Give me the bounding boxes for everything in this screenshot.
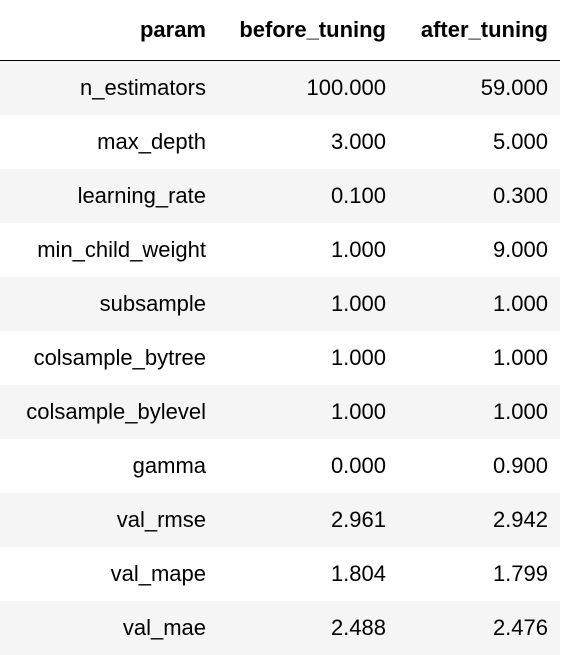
table-row: val_rmse 2.961 2.942 (0, 493, 560, 547)
param-cell: val_mae (0, 601, 218, 655)
after-tuning-cell: 1.000 (398, 277, 560, 331)
header-row: param before_tuning after_tuning (0, 0, 560, 61)
after-tuning-cell: 59.000 (398, 61, 560, 116)
column-header-after-tuning: after_tuning (398, 0, 560, 61)
param-cell: min_child_weight (0, 223, 218, 277)
table-row: min_child_weight 1.000 9.000 (0, 223, 560, 277)
table-row: colsample_bylevel 1.000 1.000 (0, 385, 560, 439)
before-tuning-cell: 100.000 (218, 61, 398, 116)
param-cell: val_rmse (0, 493, 218, 547)
before-tuning-cell: 0.100 (218, 169, 398, 223)
param-cell: gamma (0, 439, 218, 493)
param-cell: learning_rate (0, 169, 218, 223)
after-tuning-cell: 5.000 (398, 115, 560, 169)
after-tuning-cell: 0.900 (398, 439, 560, 493)
table-row: max_depth 3.000 5.000 (0, 115, 560, 169)
after-tuning-cell: 1.799 (398, 547, 560, 601)
before-tuning-cell: 2.488 (218, 601, 398, 655)
param-cell: colsample_bylevel (0, 385, 218, 439)
before-tuning-cell: 1.000 (218, 277, 398, 331)
after-tuning-cell: 1.000 (398, 331, 560, 385)
before-tuning-cell: 1.000 (218, 385, 398, 439)
before-tuning-cell: 0.000 (218, 439, 398, 493)
before-tuning-cell: 2.961 (218, 493, 398, 547)
after-tuning-cell: 9.000 (398, 223, 560, 277)
table-row: subsample 1.000 1.000 (0, 277, 560, 331)
param-cell: subsample (0, 277, 218, 331)
table-row: gamma 0.000 0.900 (0, 439, 560, 493)
table-row: learning_rate 0.100 0.300 (0, 169, 560, 223)
param-cell: val_mape (0, 547, 218, 601)
before-tuning-cell: 1.000 (218, 331, 398, 385)
table-row: val_mae 2.488 2.476 (0, 601, 560, 655)
after-tuning-cell: 2.942 (398, 493, 560, 547)
column-header-before-tuning: before_tuning (218, 0, 398, 61)
table-header: param before_tuning after_tuning (0, 0, 560, 61)
table-body: n_estimators 100.000 59.000 max_depth 3.… (0, 61, 560, 655)
before-tuning-cell: 1.000 (218, 223, 398, 277)
table-row: n_estimators 100.000 59.000 (0, 61, 560, 116)
before-tuning-cell: 1.804 (218, 547, 398, 601)
column-header-param: param (0, 0, 218, 61)
table-row: colsample_bytree 1.000 1.000 (0, 331, 560, 385)
after-tuning-cell: 2.476 (398, 601, 560, 655)
param-cell: n_estimators (0, 61, 218, 116)
table-row: val_mape 1.804 1.799 (0, 547, 560, 601)
after-tuning-cell: 1.000 (398, 385, 560, 439)
param-cell: colsample_bytree (0, 331, 218, 385)
before-tuning-cell: 3.000 (218, 115, 398, 169)
param-cell: max_depth (0, 115, 218, 169)
after-tuning-cell: 0.300 (398, 169, 560, 223)
